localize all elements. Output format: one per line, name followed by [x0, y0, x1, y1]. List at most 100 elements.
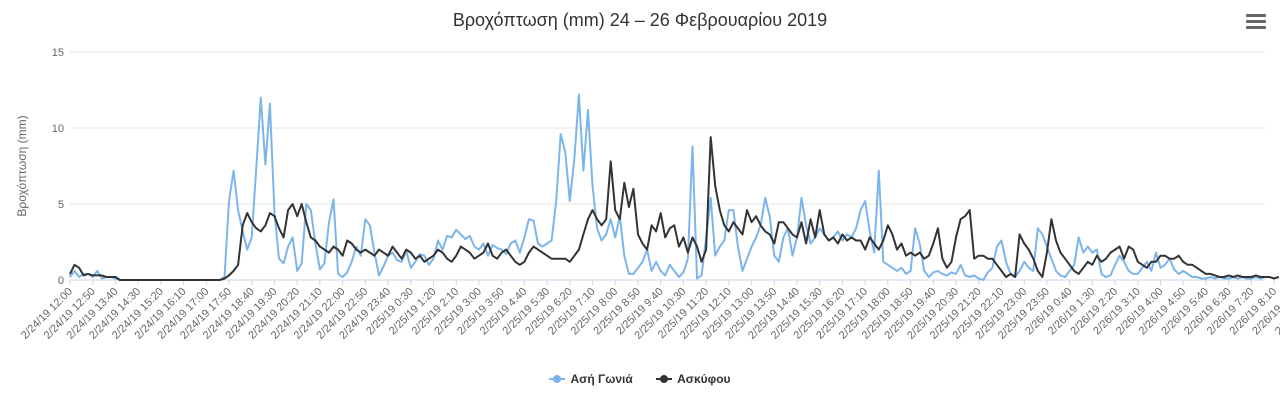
- data-point[interactable]: [1137, 261, 1139, 263]
- data-point[interactable]: [723, 224, 725, 226]
- data-point[interactable]: [446, 258, 448, 260]
- data-point[interactable]: [1255, 274, 1257, 276]
- data-point[interactable]: [1069, 270, 1071, 272]
- data-point[interactable]: [1005, 261, 1007, 263]
- data-point[interactable]: [1182, 261, 1184, 263]
- data-point[interactable]: [946, 274, 948, 276]
- data-point[interactable]: [183, 279, 185, 281]
- data-point[interactable]: [432, 258, 435, 260]
- data-point[interactable]: [460, 233, 462, 235]
- data-point[interactable]: [1255, 276, 1257, 278]
- data-point[interactable]: [1109, 274, 1112, 276]
- data-point[interactable]: [373, 252, 375, 254]
- data-point[interactable]: [673, 224, 675, 226]
- data-point[interactable]: [319, 246, 321, 248]
- data-point[interactable]: [1246, 276, 1248, 278]
- data-point[interactable]: [1173, 268, 1175, 270]
- data-point[interactable]: [1064, 258, 1066, 260]
- data-point[interactable]: [696, 277, 698, 280]
- data-point[interactable]: [841, 233, 844, 235]
- data-point[interactable]: [850, 236, 853, 238]
- data-point[interactable]: [392, 252, 394, 254]
- data-point[interactable]: [101, 274, 103, 276]
- data-point[interactable]: [1178, 273, 1180, 275]
- data-point[interactable]: [732, 209, 735, 211]
- data-point[interactable]: [242, 224, 244, 226]
- data-point[interactable]: [164, 279, 166, 281]
- data-point[interactable]: [1196, 276, 1198, 278]
- data-point[interactable]: [523, 236, 526, 238]
- data-point[interactable]: [1155, 252, 1157, 254]
- data-point[interactable]: [546, 242, 548, 245]
- data-point[interactable]: [987, 258, 989, 260]
- data-point[interactable]: [73, 270, 76, 272]
- data-point[interactable]: [287, 246, 289, 248]
- data-point[interactable]: [492, 255, 494, 257]
- data-point[interactable]: [787, 227, 789, 229]
- data-point[interactable]: [273, 215, 276, 217]
- data-point[interactable]: [1268, 276, 1271, 278]
- data-point[interactable]: [696, 246, 698, 248]
- data-point[interactable]: [260, 230, 262, 232]
- data-point[interactable]: [437, 239, 439, 242]
- data-point[interactable]: [955, 273, 957, 275]
- data-point[interactable]: [605, 233, 607, 235]
- data-point[interactable]: [623, 255, 625, 257]
- data-point[interactable]: [1032, 258, 1034, 260]
- data-point[interactable]: [351, 242, 353, 245]
- data-point[interactable]: [887, 264, 889, 266]
- data-point[interactable]: [1128, 270, 1130, 272]
- data-point[interactable]: [1123, 258, 1125, 260]
- data-point[interactable]: [364, 218, 366, 220]
- data-point[interactable]: [105, 276, 107, 278]
- legend-item-askyfou[interactable]: Ασκύφου: [656, 372, 731, 386]
- data-point[interactable]: [487, 242, 489, 245]
- data-point[interactable]: [410, 252, 412, 254]
- data-point[interactable]: [869, 236, 871, 238]
- data-point[interactable]: [1028, 249, 1030, 251]
- data-point[interactable]: [219, 279, 221, 281]
- data-point[interactable]: [928, 255, 930, 257]
- data-point[interactable]: [492, 244, 494, 246]
- data-point[interactable]: [428, 258, 430, 260]
- data-point[interactable]: [332, 246, 335, 248]
- data-point[interactable]: [469, 235, 471, 237]
- data-point[interactable]: [919, 242, 921, 245]
- data-point[interactable]: [737, 227, 739, 229]
- data-point[interactable]: [314, 242, 316, 245]
- data-point[interactable]: [369, 224, 371, 226]
- data-point[interactable]: [805, 242, 807, 245]
- data-point[interactable]: [128, 279, 130, 281]
- data-point[interactable]: [882, 239, 884, 242]
- data-point[interactable]: [932, 242, 934, 245]
- data-point[interactable]: [378, 274, 380, 276]
- data-point[interactable]: [1019, 270, 1021, 272]
- data-point[interactable]: [187, 279, 189, 281]
- data-point[interactable]: [528, 252, 530, 254]
- data-point[interactable]: [737, 246, 739, 248]
- data-point[interactable]: [1123, 261, 1125, 263]
- data-point[interactable]: [83, 274, 85, 276]
- data-point[interactable]: [1000, 270, 1003, 272]
- data-point[interactable]: [932, 271, 934, 273]
- data-point[interactable]: [891, 267, 894, 269]
- data-point[interactable]: [423, 261, 425, 263]
- data-point[interactable]: [155, 279, 157, 281]
- data-point[interactable]: [1041, 276, 1043, 278]
- data-point[interactable]: [178, 279, 180, 281]
- data-point[interactable]: [582, 233, 585, 235]
- data-point[interactable]: [651, 270, 653, 272]
- data-point[interactable]: [805, 224, 807, 226]
- data-point[interactable]: [541, 252, 544, 254]
- data-point[interactable]: [860, 209, 862, 211]
- data-point[interactable]: [455, 229, 457, 231]
- data-point[interactable]: [978, 277, 980, 280]
- data-point[interactable]: [78, 267, 80, 269]
- data-point[interactable]: [546, 255, 548, 257]
- data-point[interactable]: [810, 218, 812, 220]
- data-point[interactable]: [401, 261, 403, 263]
- data-point[interactable]: [732, 221, 735, 223]
- data-point[interactable]: [778, 221, 780, 223]
- data-point[interactable]: [641, 242, 644, 245]
- data-point[interactable]: [1119, 255, 1121, 257]
